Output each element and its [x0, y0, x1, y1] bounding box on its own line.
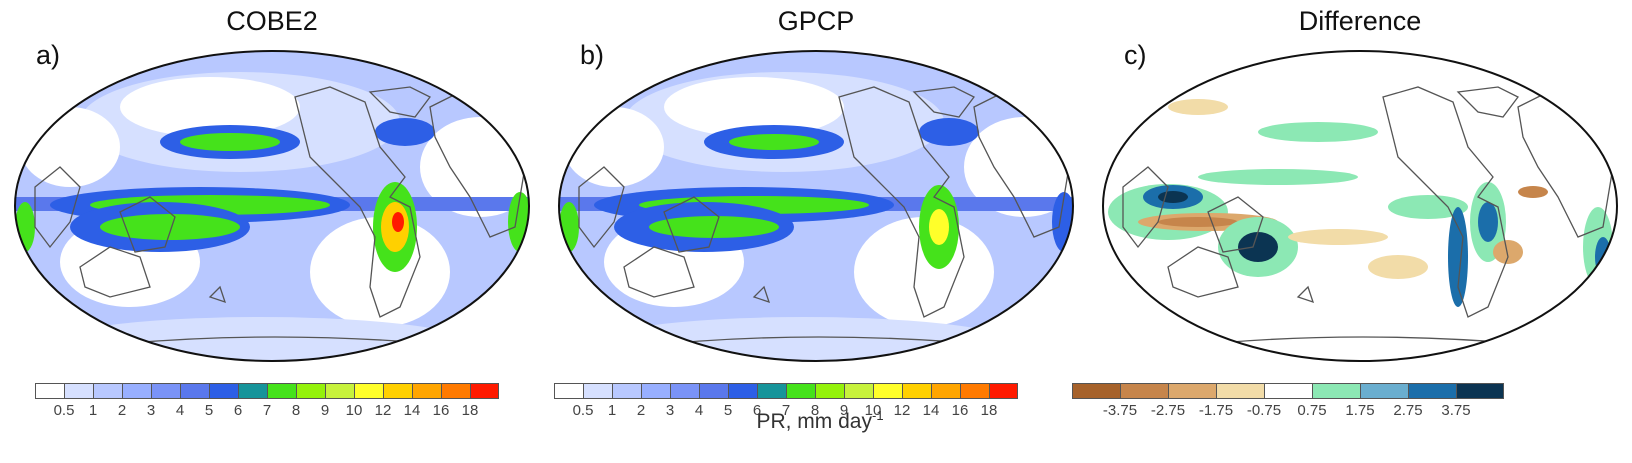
precip-colorbar-swatch [238, 383, 267, 399]
difference-colorbar-tick-label: -1.75 [1198, 402, 1234, 419]
precip-colorbar-swatch [757, 383, 786, 399]
precip-colorbar-tick-label: 16 [432, 402, 450, 419]
precip-map-cobe2 [14, 50, 530, 362]
precip-colorbar-swatch [441, 383, 470, 399]
precip-colorbar-swatch [960, 383, 989, 399]
difference-colorbar-swatch [1072, 383, 1120, 399]
precip-colorbar-tick-label: 18 [461, 402, 479, 419]
precip-colorbar-swatch [612, 383, 641, 399]
precip-colorbar-tick-label: 1 [88, 402, 98, 419]
precip-colorbar-swatch [151, 383, 180, 399]
difference-colorbar-swatch [1360, 383, 1408, 399]
precip-colorbar-tick-label: 14 [403, 402, 421, 419]
precip-colorbar-tick-label: 9 [839, 402, 849, 419]
panel-gpcp: GPCP b) [544, 0, 1088, 463]
precip-colorbar-swatch [122, 383, 151, 399]
precip-colorbar-tick-label: 2 [117, 402, 127, 419]
precip-colorbar-swatch [209, 383, 238, 399]
panel-label: c) [1124, 40, 1147, 70]
precip-colorbar-tick-label: 0.5 [53, 402, 75, 419]
precip-colorbar-swatch [844, 383, 873, 399]
precip-colorbar-tick-label: 6 [752, 402, 762, 419]
precip-colorbar-swatch [931, 383, 960, 399]
difference-colorbar-tick-label: 1.75 [1345, 402, 1375, 419]
difference-colorbar-tick-label: -0.75 [1246, 402, 1282, 419]
precip-colorbar-tick-label: 5 [723, 402, 733, 419]
precip-colorbar-tick-label: 4 [175, 402, 185, 419]
unit-exponent: -1 [871, 408, 884, 423]
difference-colorbar-swatch [1216, 383, 1264, 399]
precip-colorbar-tick-label: 14 [922, 402, 940, 419]
precip-colorbar-swatch [412, 383, 441, 399]
precip-colorbar-tick-label: 5 [204, 402, 214, 419]
precip-colorbar-swatch [902, 383, 931, 399]
precip-colorbar-swatch [267, 383, 296, 399]
precip-colorbar-tick-label: 1 [607, 402, 617, 419]
precip-colorbar-swatch [728, 383, 757, 399]
precip-colorbar-tick-label: 12 [374, 402, 392, 419]
precip-colorbar-tick-label: 7 [781, 402, 791, 419]
precip-colorbar-swatch [180, 383, 209, 399]
precip-colorbar-tick-label: 10 [345, 402, 363, 419]
precip-colorbar-tick-label: 3 [146, 402, 156, 419]
panel-label: a) [36, 40, 61, 70]
unit-label: PR, mm day-1 [720, 408, 920, 434]
precip-colorbar-swatch [699, 383, 728, 399]
precip-colorbar-swatch [554, 383, 583, 399]
difference-colorbar-swatch [1264, 383, 1312, 399]
precip-colorbar-tick-label: 18 [980, 402, 998, 419]
difference-colorbar-tick-label: -3.75 [1102, 402, 1138, 419]
difference-colorbar-tick-label: -2.75 [1150, 402, 1186, 419]
precip-map-gpcp [558, 50, 1074, 362]
precip-colorbar-swatch [670, 383, 699, 399]
precip-colorbar-tick-label: 8 [810, 402, 820, 419]
precip-colorbar-swatch [470, 383, 499, 399]
precip-colorbar-tick-label: 2 [636, 402, 646, 419]
precip-colorbar-swatch [641, 383, 670, 399]
precip-colorbar-tick-label: 12 [893, 402, 911, 419]
precip-colorbar-tick-label: 0.5 [572, 402, 594, 419]
unit-text: PR, mm day [756, 410, 872, 433]
precip-colorbar-tick-label: 4 [694, 402, 704, 419]
precip-colorbar-tick-label: 3 [665, 402, 675, 419]
precip-colorbar-swatch [989, 383, 1018, 399]
panel-title: GPCP [777, 6, 855, 36]
difference-colorbar-swatch [1120, 383, 1168, 399]
precip-colorbar-swatch [583, 383, 612, 399]
precip-colorbar-swatch [93, 383, 122, 399]
precip-colorbar-swatch [786, 383, 815, 399]
difference-colorbar-swatch [1168, 383, 1216, 399]
panel-label: b) [580, 40, 605, 70]
panel-title: COBE2 [226, 6, 318, 36]
precip-colorbar-tick-label: 7 [262, 402, 272, 419]
precip-colorbar-tick-label: 16 [951, 402, 969, 419]
precip-colorbar-swatch [64, 383, 93, 399]
panel-difference: Difference c) [1072, 0, 1632, 463]
precip-colorbar-tick-label: 9 [320, 402, 330, 419]
difference-colorbar-swatch [1408, 383, 1456, 399]
difference-colorbar-tick-label: 0.75 [1297, 402, 1327, 419]
difference-colorbar-swatch [1312, 383, 1360, 399]
precip-colorbar-tick-label: 10 [864, 402, 882, 419]
precip-colorbar-tick-label: 8 [291, 402, 301, 419]
panel-cobe2: COBE2 a) [0, 0, 544, 463]
precip-colorbar-swatch [873, 383, 902, 399]
precip-colorbar-tick-label: 6 [233, 402, 243, 419]
precip-colorbar-swatch [325, 383, 354, 399]
difference-colorbar-swatch [1456, 383, 1504, 399]
difference-map [1102, 50, 1618, 362]
precip-colorbar-swatch [815, 383, 844, 399]
precip-colorbar-swatch [383, 383, 412, 399]
difference-colorbar-tick-label: 2.75 [1393, 402, 1423, 419]
precip-colorbar-swatch [354, 383, 383, 399]
panel-title: Difference [1298, 6, 1422, 36]
difference-colorbar-tick-label: 3.75 [1441, 402, 1471, 419]
precip-colorbar-swatch [35, 383, 64, 399]
precip-colorbar-swatch [296, 383, 325, 399]
